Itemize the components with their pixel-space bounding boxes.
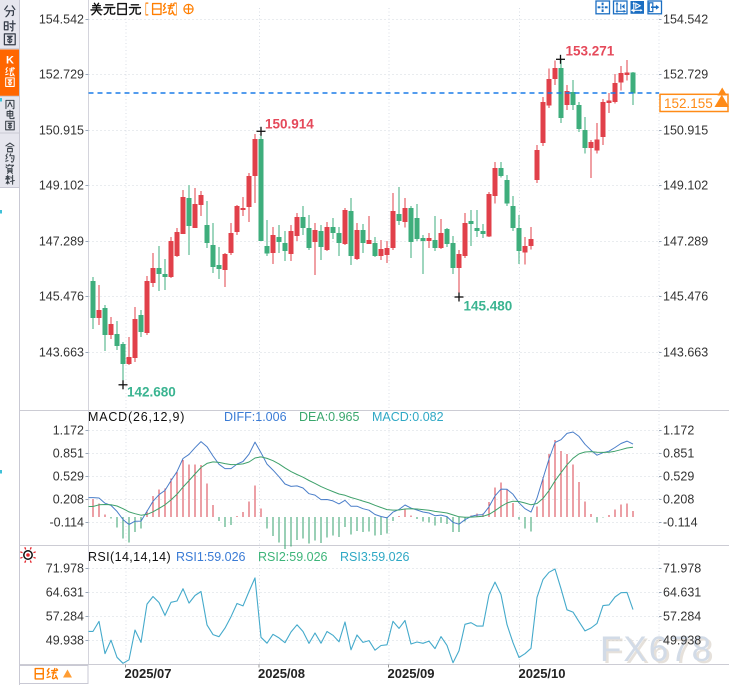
svg-text:0.208: 0.208 [663, 493, 694, 507]
svg-text:143.663: 143.663 [39, 346, 84, 360]
svg-text:-0.114: -0.114 [663, 516, 698, 530]
svg-text:MACD:0.082: MACD:0.082 [372, 410, 444, 424]
svg-text:152.729: 152.729 [663, 68, 708, 82]
svg-text:57.284: 57.284 [46, 610, 84, 624]
svg-text:2025/07: 2025/07 [125, 666, 172, 681]
svg-text:0.529: 0.529 [663, 470, 694, 484]
svg-text:49.938: 49.938 [46, 634, 84, 648]
svg-text:152.729: 152.729 [39, 68, 84, 82]
svg-text:150.915: 150.915 [663, 124, 708, 138]
svg-text:FX678: FX678 [603, 632, 716, 671]
svg-text:RSI(14,14,14): RSI(14,14,14) [88, 550, 171, 564]
svg-text:143.663: 143.663 [663, 346, 708, 360]
svg-text:150.915: 150.915 [39, 124, 84, 138]
svg-text:DIFF:1.006: DIFF:1.006 [224, 410, 287, 424]
svg-text:2025/10: 2025/10 [519, 666, 566, 681]
svg-text:RSI1:59.026: RSI1:59.026 [176, 550, 246, 564]
svg-text:49.938: 49.938 [663, 634, 701, 648]
svg-text:RSI3:59.026: RSI3:59.026 [340, 550, 410, 564]
svg-text:0.208: 0.208 [53, 493, 84, 507]
svg-text:1.172: 1.172 [53, 424, 84, 438]
svg-text:2025/08: 2025/08 [258, 666, 305, 681]
svg-text:142.680: 142.680 [127, 385, 176, 400]
svg-text:149.102: 149.102 [39, 179, 84, 193]
svg-text:MACD(26,12,9): MACD(26,12,9) [88, 410, 185, 424]
svg-text:147.289: 147.289 [663, 235, 708, 249]
svg-text:154.542: 154.542 [39, 13, 84, 27]
svg-text:1.172: 1.172 [663, 424, 694, 438]
svg-text:153.271: 153.271 [566, 44, 615, 59]
svg-text:71.978: 71.978 [46, 562, 84, 576]
svg-text:64.631: 64.631 [46, 586, 84, 600]
svg-text:0.851: 0.851 [53, 447, 84, 461]
svg-text:145.480: 145.480 [464, 299, 513, 314]
svg-text:0.851: 0.851 [663, 447, 694, 461]
svg-text:-0.114: -0.114 [49, 516, 84, 530]
svg-text:145.476: 145.476 [39, 290, 84, 304]
svg-text:K: K [6, 55, 14, 67]
svg-text:64.631: 64.631 [663, 586, 701, 600]
svg-text:RSI2:59.026: RSI2:59.026 [258, 550, 328, 564]
svg-text:149.102: 149.102 [663, 179, 708, 193]
svg-text:DEA:0.965: DEA:0.965 [299, 410, 360, 424]
svg-text:FX678: FX678 [600, 630, 713, 669]
svg-text:150.914: 150.914 [265, 117, 314, 132]
svg-text:71.978: 71.978 [663, 562, 701, 576]
svg-text:2025/09: 2025/09 [388, 666, 435, 681]
svg-text:57.284: 57.284 [663, 610, 701, 624]
svg-text:145.476: 145.476 [663, 290, 708, 304]
svg-text:0.529: 0.529 [53, 470, 84, 484]
svg-text:154.542: 154.542 [663, 13, 708, 27]
svg-text:152.155: 152.155 [664, 96, 713, 111]
svg-text:147.289: 147.289 [39, 235, 84, 249]
